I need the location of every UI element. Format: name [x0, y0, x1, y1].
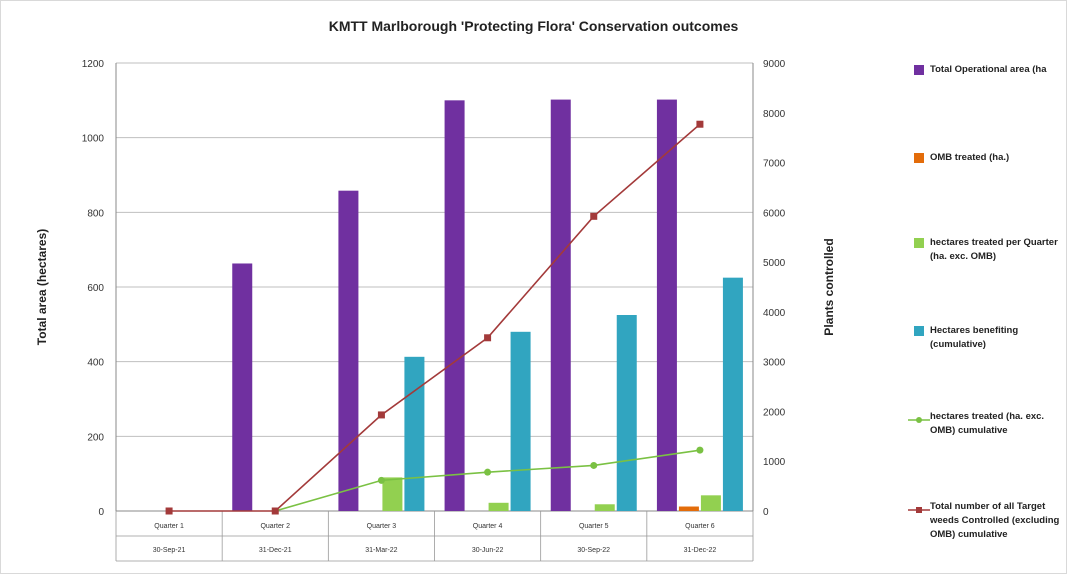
y-tick-label: 400: [87, 358, 104, 369]
chart-title: KMTT Marlborough 'Protecting Flora' Cons…: [328, 18, 739, 34]
bar-hectares-benefiting-cumulative: [404, 356, 425, 511]
y2-tick-label: 3000: [763, 358, 786, 369]
y2-axis-title: Plants controlled: [822, 238, 836, 335]
y-tick-label: 600: [87, 283, 104, 294]
bar-hectares-benefiting-cumulative: [722, 277, 743, 511]
bar-total-operational-area-ha: [444, 100, 465, 511]
x-tick-label: Quarter 6: [685, 523, 715, 530]
x-tick-label: Quarter 4: [473, 523, 503, 530]
y2-tick-label: 0: [763, 507, 769, 518]
y-tick-label: 200: [87, 432, 104, 443]
y2-tick-label: 7000: [763, 159, 786, 170]
bar-total-operational-area-ha: [232, 263, 253, 511]
chart-legend: Total Operational area (ha OMB treated (h…: [906, 0, 1067, 574]
y2-tick-label: 8000: [763, 109, 786, 120]
y-tick-label: 1000: [82, 134, 105, 145]
point-hectares-cumulative: [484, 468, 492, 476]
x-date-label: 31-Dec-22: [684, 547, 717, 554]
legend-symbol: [908, 502, 930, 513]
bar-omb-treated-ha: [678, 506, 699, 511]
x-date-label: 30-Jun-22: [472, 547, 504, 554]
line-weeds-controlled: [169, 123, 701, 512]
legend-symbol: [914, 65, 924, 75]
bar-hectares-treated-per-quarter-ha-exc-omb: [382, 477, 403, 511]
legend-label: OMB treated (ha.): [930, 152, 1010, 163]
bar-hectares-benefiting-cumulative: [510, 331, 531, 511]
y-tick-label: 1200: [82, 59, 105, 70]
y2-tick-label: 6000: [763, 208, 786, 219]
legend-symbol: [908, 412, 930, 423]
legend-label: Hectares benefiting (cumulative): [930, 325, 1019, 350]
x-tick-label: Quarter 5: [579, 523, 609, 530]
legend-symbol: [914, 238, 924, 248]
bar-hectares-treated-per-quarter-ha-exc-omb: [488, 502, 509, 511]
y2-tick-label: 5000: [763, 258, 786, 269]
bar-total-operational-area-ha: [550, 99, 571, 511]
x-date-label: 31-Mar-22: [365, 547, 397, 554]
y2-tick-label: 1000: [763, 457, 786, 468]
point-hectares-cumulative: [377, 476, 385, 484]
y2-tick-label: 2000: [763, 407, 786, 418]
point-hectares-cumulative: [590, 461, 598, 469]
bar-hectares-benefiting-cumulative: [616, 315, 637, 511]
x-tick-label: Quarter 3: [367, 523, 397, 530]
bar-total-operational-area-ha: [338, 190, 359, 511]
x-date-label: 31-Dec-21: [259, 547, 292, 554]
point-weeds-controlled: [696, 120, 704, 128]
x-date-label: 30-Sep-22: [577, 547, 610, 554]
point-weeds-controlled: [590, 212, 598, 220]
legend-label: hectares treated per Quarter (ha. exc. O…: [930, 237, 1058, 262]
y-tick-label: 800: [87, 208, 104, 219]
x-date-label: 30-Sep-21: [153, 547, 186, 554]
bar-total-operational-area-ha: [656, 99, 677, 511]
point-weeds-controlled: [271, 507, 279, 515]
bar-hectares-treated-per-quarter-ha-exc-omb: [700, 495, 721, 511]
bar-hectares-treated-per-quarter-ha-exc-omb: [594, 504, 615, 511]
legend-label: hectares treated (ha. exc. OMB) cumulati…: [930, 411, 1045, 436]
y2-tick-label: 4000: [763, 308, 786, 319]
point-weeds-controlled: [165, 507, 173, 515]
legend-symbol: [914, 326, 924, 336]
legend-label: Total Operational area (ha: [930, 64, 1047, 75]
x-tick-label: Quarter 2: [260, 523, 290, 530]
y-axis-title: Total area (hectares): [35, 229, 49, 346]
x-tick-label: Quarter 1: [154, 523, 184, 530]
y-tick-label: 0: [98, 507, 104, 518]
point-hectares-cumulative: [696, 446, 704, 454]
point-weeds-controlled: [377, 411, 385, 419]
legend-label: Total number of all Target weeds Control…: [930, 501, 1060, 540]
legend-symbol: [914, 153, 924, 163]
y2-tick-label: 9000: [763, 59, 786, 70]
point-weeds-controlled: [484, 334, 492, 342]
